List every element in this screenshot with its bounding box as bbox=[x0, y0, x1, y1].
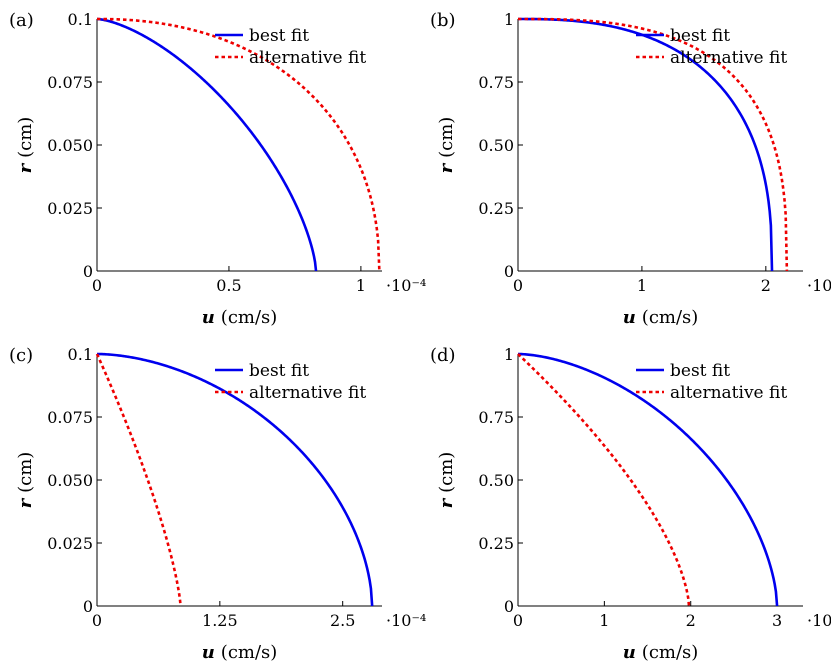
y-tick-label: 1 bbox=[504, 345, 514, 364]
x-axis-unit: (cm/s) bbox=[221, 307, 278, 328]
legend-label: best fit bbox=[249, 26, 309, 46]
series-alternative-fit-line bbox=[517, 353, 691, 607]
y-tick-label: 0.025 bbox=[47, 199, 93, 218]
y-tick-label: 0 bbox=[504, 262, 514, 281]
x-tick-label: 1 bbox=[637, 276, 647, 295]
y-axis-unit: (cm) bbox=[15, 452, 36, 493]
y-tick-label: 0.1 bbox=[68, 10, 93, 29]
y-axis-variable: r bbox=[15, 497, 36, 508]
x-axis-label: u (cm/s) bbox=[623, 642, 699, 663]
x-exponent-label: ·10⁻² bbox=[807, 276, 831, 295]
panel-c: 0 0.025 0.050 0.075 0.1 0 1.25 2.5 ·10⁻⁴ u (cm/s) r… bbox=[9, 345, 426, 663]
x-axis-label: u (cm/s) bbox=[202, 642, 278, 663]
legend-label: alternative fit bbox=[249, 383, 366, 403]
y-axis-unit: (cm) bbox=[15, 117, 36, 158]
y-tick-label: 1 bbox=[504, 10, 514, 29]
x-tick-label: 0.5 bbox=[216, 276, 241, 295]
panel-label: (a) bbox=[9, 10, 34, 31]
panel-label: (b) bbox=[430, 10, 456, 31]
panel-label: (d) bbox=[430, 345, 456, 366]
y-axis-variable: r bbox=[15, 162, 36, 173]
x-tick-label: 0 bbox=[92, 276, 102, 295]
x-tick-label: 0 bbox=[513, 276, 523, 295]
legend-label: alternative fit bbox=[670, 48, 787, 68]
y-tick-label: 0.75 bbox=[478, 408, 514, 427]
y-axis-variable: r bbox=[436, 162, 457, 173]
y-axis-label: r (cm) bbox=[436, 117, 457, 174]
y-axis-label: r (cm) bbox=[15, 117, 36, 174]
y-tick-label: 0.50 bbox=[478, 471, 514, 490]
y-axis-unit: (cm) bbox=[436, 452, 457, 493]
x-tick-label: 3 bbox=[772, 611, 782, 630]
panel-b: 0 0.25 0.50 0.75 1 0 1 2 ·10⁻² u (cm/s) r (cm) (b) bes… bbox=[430, 10, 831, 328]
y-tick-label: 0.25 bbox=[478, 534, 514, 553]
legend-label: best fit bbox=[249, 361, 309, 381]
y-axis-unit: (cm) bbox=[436, 117, 457, 158]
x-tick-label: 1 bbox=[356, 276, 366, 295]
panel-label: (c) bbox=[9, 345, 33, 366]
y-tick-label: 0.075 bbox=[47, 73, 93, 92]
x-exponent-label: ·10⁻⁴ bbox=[386, 276, 426, 295]
x-exponent-label: ·10⁻² bbox=[807, 611, 831, 630]
series-alternative-fit-line bbox=[95, 353, 182, 607]
legend-label: alternative fit bbox=[670, 383, 787, 403]
y-axis-variable: r bbox=[436, 497, 457, 508]
y-tick-label: 0.1 bbox=[68, 345, 93, 364]
y-tick-label: 0.75 bbox=[478, 73, 514, 92]
x-axis-variable: u bbox=[623, 307, 636, 328]
y-tick-label: 0.025 bbox=[47, 534, 93, 553]
series-best-fit-line bbox=[96, 352, 374, 607]
x-axis-label: u (cm/s) bbox=[202, 307, 278, 328]
legend-label: best fit bbox=[670, 361, 730, 381]
y-tick-label: 0 bbox=[504, 597, 514, 616]
series-alternative-fit-line bbox=[97, 17, 381, 272]
x-axis-unit: (cm/s) bbox=[642, 642, 699, 663]
y-axis-label: r (cm) bbox=[15, 452, 36, 509]
y-tick-label: 0 bbox=[83, 597, 93, 616]
panel-d: 0 0.25 0.50 0.75 1 0 1 2 3 ·10⁻² u (cm/s) r (cm) (d) be… bbox=[430, 345, 831, 663]
y-tick-label: 0.25 bbox=[478, 199, 514, 218]
x-tick-label: 2.5 bbox=[330, 611, 355, 630]
x-axis-variable: u bbox=[202, 642, 215, 663]
y-tick-label: 0.050 bbox=[47, 136, 93, 155]
series-best-fit-line bbox=[96, 17, 318, 272]
x-tick-label: 2 bbox=[761, 276, 771, 295]
legend-label: alternative fit bbox=[249, 48, 366, 68]
series-alternative-fit-line bbox=[518, 17, 789, 272]
x-axis-unit: (cm/s) bbox=[642, 307, 699, 328]
x-exponent-label: ·10⁻⁴ bbox=[386, 611, 426, 630]
y-tick-label: 0.075 bbox=[47, 408, 93, 427]
x-tick-label: 1 bbox=[599, 611, 609, 630]
y-tick-label: 0 bbox=[83, 262, 93, 281]
x-axis-label: u (cm/s) bbox=[623, 307, 699, 328]
series-best-fit-line bbox=[517, 352, 779, 607]
x-tick-label: 1.25 bbox=[202, 611, 238, 630]
y-tick-label: 0.50 bbox=[478, 136, 514, 155]
y-tick-label: 0.050 bbox=[47, 471, 93, 490]
legend-label: best fit bbox=[670, 26, 730, 46]
x-axis-variable: u bbox=[202, 307, 215, 328]
x-tick-label: 0 bbox=[513, 611, 523, 630]
panel-a: 0 0.025 0.050 0.075 0.1 0 0.5 1 ·10⁻⁴ u (cm/s) r (cm… bbox=[9, 10, 426, 328]
x-tick-label: 0 bbox=[92, 611, 102, 630]
x-axis-unit: (cm/s) bbox=[221, 642, 278, 663]
y-axis-label: r (cm) bbox=[436, 452, 457, 509]
x-axis-variable: u bbox=[623, 642, 636, 663]
x-tick-label: 2 bbox=[686, 611, 696, 630]
